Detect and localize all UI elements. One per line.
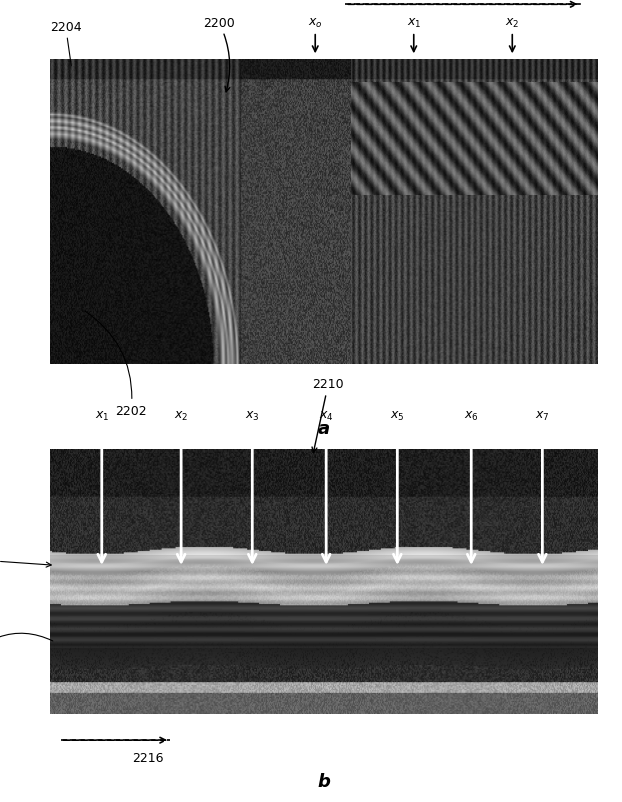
Text: 2204: 2204 — [50, 21, 81, 67]
Text: $x_1$: $x_1$ — [95, 410, 109, 423]
Text: $x_7$: $x_7$ — [535, 410, 550, 423]
Text: $x_1$: $x_1$ — [407, 17, 421, 30]
Text: $x_6$: $x_6$ — [464, 410, 478, 423]
Text: 2202: 2202 — [85, 312, 147, 418]
Text: $x_3$: $x_3$ — [245, 410, 259, 423]
Text: $x_5$: $x_5$ — [390, 410, 404, 423]
Text: a: a — [317, 419, 330, 438]
Text: 2212: 2212 — [0, 554, 51, 568]
Text: $x_2$: $x_2$ — [505, 17, 519, 30]
Text: $x_o$: $x_o$ — [308, 17, 323, 30]
Text: 2216: 2216 — [132, 751, 164, 764]
Text: 2214: 2214 — [0, 634, 53, 654]
Text: 2210: 2210 — [312, 378, 344, 453]
Text: 2200: 2200 — [203, 17, 234, 92]
Text: b: b — [317, 772, 330, 790]
Text: $x_2$: $x_2$ — [174, 410, 188, 423]
Text: $x_4$: $x_4$ — [319, 410, 333, 423]
